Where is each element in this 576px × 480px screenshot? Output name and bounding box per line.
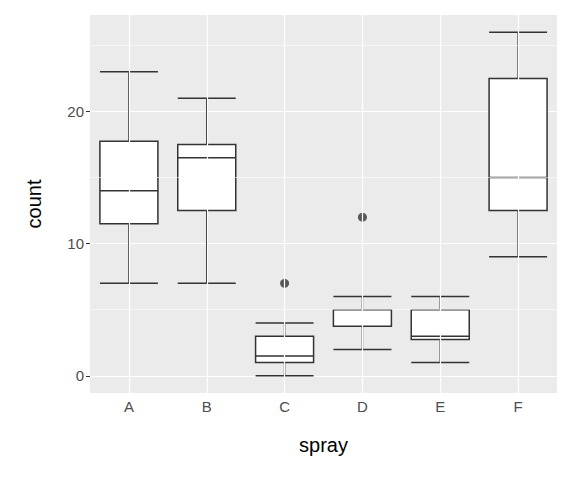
svg-text:20: 20 — [67, 103, 84, 120]
svg-text:0: 0 — [76, 367, 84, 384]
svg-text:10: 10 — [67, 235, 84, 252]
svg-text:count: count — [23, 179, 45, 228]
svg-text:B: B — [202, 398, 212, 415]
svg-text:A: A — [124, 398, 134, 415]
svg-text:spray: spray — [299, 434, 348, 456]
svg-text:D: D — [357, 398, 368, 415]
svg-text:F: F — [513, 398, 522, 415]
svg-text:C: C — [279, 398, 290, 415]
svg-text:E: E — [435, 398, 445, 415]
